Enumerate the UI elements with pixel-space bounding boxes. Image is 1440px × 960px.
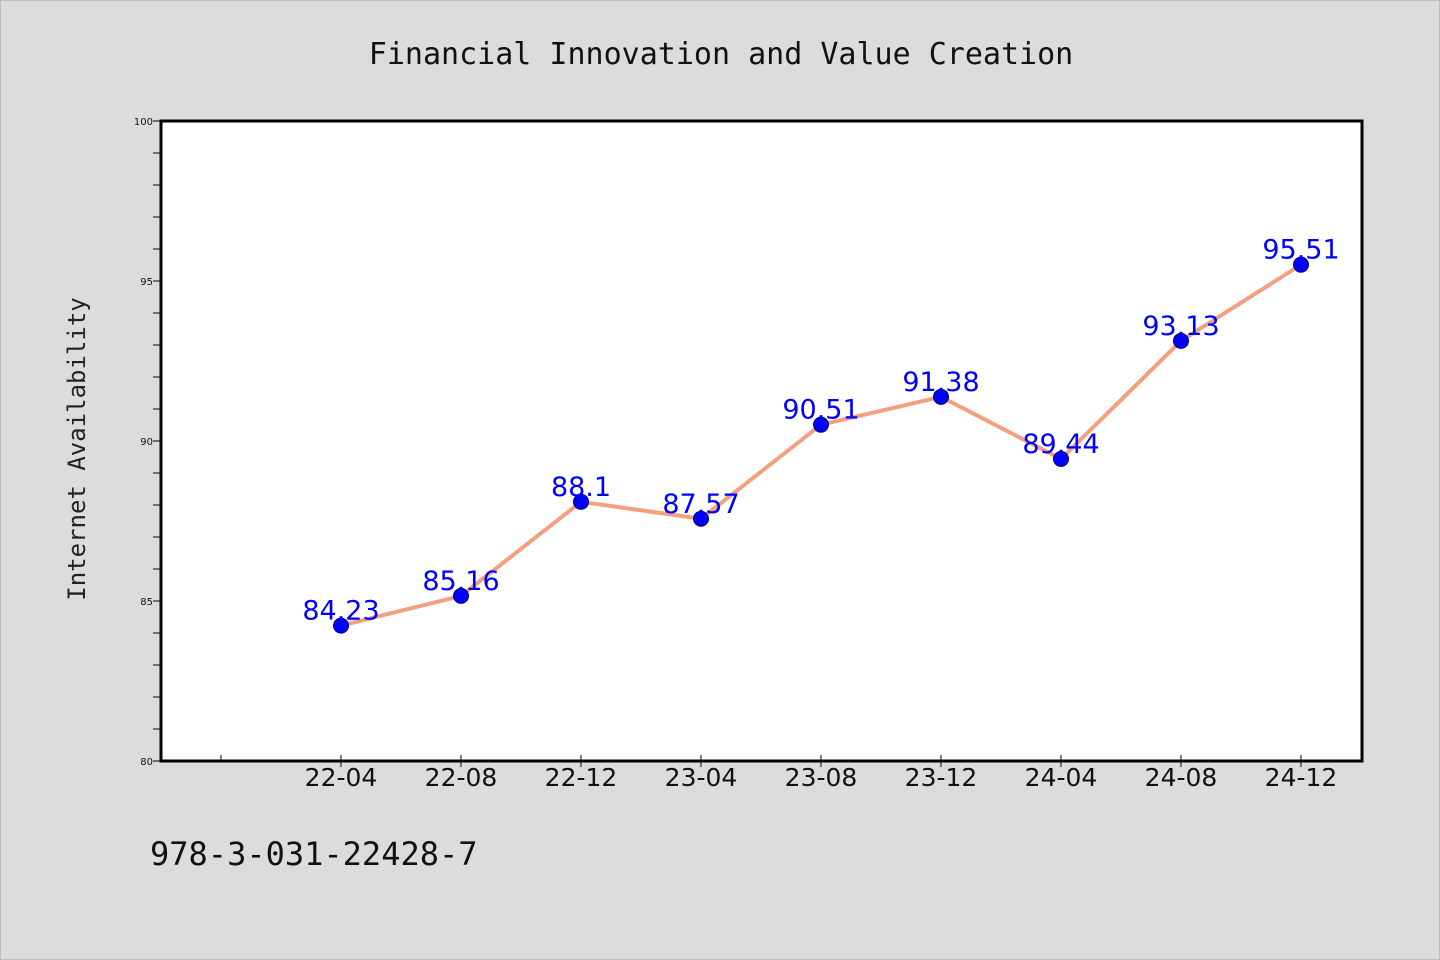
data-point xyxy=(573,493,589,510)
x-tick-label: 24-12 xyxy=(1265,763,1338,792)
data-label: 91.38 xyxy=(902,367,979,398)
x-tick-label: 23-04 xyxy=(665,763,738,792)
data-label: 88.1 xyxy=(551,472,611,503)
data-label: 95.51 xyxy=(1262,235,1339,266)
y-tick-label: 100 xyxy=(134,117,153,128)
data-label: 87.57 xyxy=(662,489,739,520)
y-tick-label: 90 xyxy=(140,437,153,448)
data-point xyxy=(933,388,949,405)
x-tick-label: 23-12 xyxy=(905,763,978,792)
plot-frame xyxy=(159,119,1364,763)
data-point xyxy=(693,510,709,527)
data-label: 89.44 xyxy=(1022,429,1099,460)
x-tick-label: 22-04 xyxy=(305,763,378,792)
x-tick-label: 23-08 xyxy=(785,763,858,792)
y-axis-label: Internet Availability xyxy=(63,297,91,600)
y-tick-label: 85 xyxy=(140,597,153,608)
data-point xyxy=(813,416,829,433)
data-point xyxy=(453,587,469,604)
data-point xyxy=(1293,256,1309,273)
data-label: 93.13 xyxy=(1142,311,1219,342)
data-label: 90.51 xyxy=(782,395,859,426)
data-points xyxy=(333,256,1309,634)
chart-title: Financial Innovation and Value Creation xyxy=(369,37,1073,72)
data-point xyxy=(1053,450,1069,467)
x-tick-label: 22-12 xyxy=(545,763,618,792)
data-labels: 84.23 85.16 88.1 87.57 90.51 91.38 89.44 93.13 9… xyxy=(302,235,1339,627)
plot-area xyxy=(161,121,1362,761)
y-tick-label: 95 xyxy=(140,277,153,288)
data-label: 84.23 xyxy=(302,596,379,627)
x-ticks: 22-04 22-08 22-12 23-04 23-08 23-12 24-04 24-08… xyxy=(220,755,1338,792)
isbn-annotation: 978-3-031-22428-7 xyxy=(150,835,478,873)
x-tick-label: 22-08 xyxy=(425,763,498,792)
y-tick-label: 80 xyxy=(140,757,153,768)
data-point xyxy=(333,617,349,634)
x-tick-label: 24-04 xyxy=(1025,763,1098,792)
y-ticks: 80 85 90 95 100 xyxy=(134,117,161,768)
data-point xyxy=(1173,332,1189,349)
x-tick-label: 24-08 xyxy=(1145,763,1218,792)
data-label: 85.16 xyxy=(422,566,499,597)
